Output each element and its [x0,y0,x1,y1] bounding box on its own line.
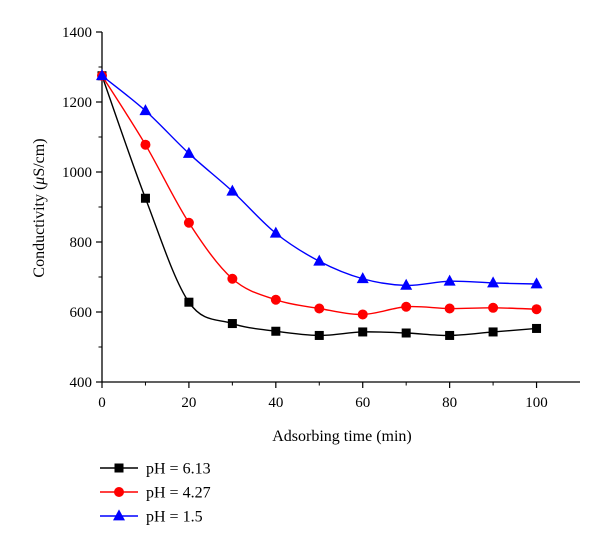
series-circle [97,70,542,320]
x-tick-label: 60 [355,395,370,411]
data-point [269,226,282,238]
data-point [140,139,151,150]
legend-label: pH = 6.13 [146,461,211,478]
y-tick-label: 1400 [62,25,92,41]
legend-marker [114,487,124,497]
data-point [227,273,238,284]
data-point [488,302,499,313]
data-point [488,327,498,337]
data-point [487,276,500,288]
data-point [356,272,369,284]
data-point [532,323,542,333]
x-tick-label: 40 [268,395,283,411]
series-layer [96,69,543,340]
data-point [445,330,455,340]
legend-marker [113,509,125,521]
y-tick-label: 1000 [62,165,92,181]
data-point [96,69,108,81]
data-point [401,328,411,338]
data-point [531,304,542,315]
y-tick-label: 600 [70,305,93,321]
x-tick-label: 100 [525,395,548,411]
data-point [401,301,412,312]
y-axis-title-part-1: Conductivity ( [31,185,48,278]
data-point [314,330,324,340]
data-point [357,309,368,320]
legend-entry: pH = 1.5 [100,509,203,526]
series-square [97,71,542,340]
x-tick-label: 80 [442,395,457,411]
series-line [101,75,537,337]
data-point [400,278,413,290]
data-point [182,146,195,158]
series-line [101,75,537,287]
legend-label: pH = 4.27 [146,485,211,502]
data-point [444,303,455,314]
x-tick-label: 0 [98,395,106,411]
data-point [140,193,150,203]
data-point [313,254,326,266]
data-point [271,326,281,336]
data-point [358,327,368,337]
legend-entry: pH = 6.13 [100,461,211,478]
y-tick-label: 400 [70,375,93,391]
x-axis-title: Adsorbing time (min) [272,428,412,445]
data-point [530,277,543,289]
series-triangle [96,69,543,290]
axes [101,32,580,383]
series-line [101,75,537,316]
legend-label: pH = 1.5 [146,509,203,526]
data-point [443,274,456,286]
data-point [226,184,239,196]
y-axis-title-part-2: μ [31,177,48,186]
y-tick-label: 1200 [62,95,92,111]
data-point [270,294,281,305]
y-axis-title: Conductivity (μS/cm) [31,138,48,277]
y-axis-title-part-3: S/cm) [31,138,48,176]
data-point [139,104,152,116]
tick-labels: 0 20 40 60 80 100 400 600 800 1000 1200 1400 [62,25,548,411]
legend: pH = 6.13 pH = 4.27 pH = 1.5 [100,461,211,526]
legend-entry: pH = 4.27 [100,485,211,502]
data-point [184,297,194,307]
ticks [96,31,538,388]
y-tick-label: 800 [70,235,93,251]
data-point [227,319,237,329]
data-point [183,217,194,228]
legend-marker [114,463,124,473]
x-tick-label: 20 [181,395,196,411]
data-point [314,303,325,314]
